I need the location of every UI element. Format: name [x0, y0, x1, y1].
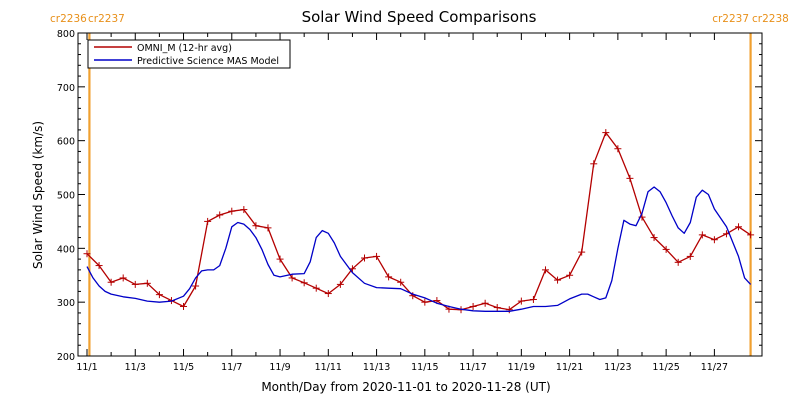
- x-tick-label-11/13: 11/13: [363, 362, 390, 373]
- legend-entry-model: Predictive Science MAS Model: [137, 56, 279, 67]
- data-point-omni: [493, 304, 501, 312]
- data-point-omni: [686, 252, 694, 260]
- data-point-omni: [421, 298, 429, 306]
- data-point-omni: [590, 160, 598, 168]
- data-point-omni: [228, 207, 236, 215]
- y-tick-label-400: 400: [57, 244, 75, 255]
- y-tick-label-500: 500: [57, 191, 75, 202]
- x-tick-label-11/15: 11/15: [411, 362, 438, 373]
- data-point-omni: [529, 295, 537, 303]
- data-point-omni: [312, 284, 320, 292]
- data-point-omni: [155, 291, 163, 299]
- data-point-omni: [626, 174, 634, 182]
- series-line-omni: [86, 131, 751, 311]
- plot-frame: [77, 32, 763, 357]
- data-point-omni: [566, 271, 574, 279]
- y-tick-label-800: 800: [57, 29, 75, 40]
- data-point-omni: [361, 254, 368, 262]
- data-point-omni: [517, 297, 525, 305]
- carrington-rotation-lines: [88, 33, 752, 356]
- chart-title: Solar Wind Speed Comparisons: [302, 8, 537, 26]
- y-tick-label-700: 700: [57, 83, 75, 94]
- data-point-omni: [710, 236, 718, 244]
- y-tick-label-200: 200: [57, 352, 75, 363]
- x-tick-label-11/23: 11/23: [604, 362, 631, 373]
- data-point-omni: [252, 222, 260, 230]
- data-point-omni: [107, 278, 115, 286]
- x-tick-label-11/19: 11/19: [508, 362, 535, 373]
- data-point-omni: [216, 211, 224, 219]
- data-point-omni: [373, 252, 381, 260]
- x-tick-label-11/17: 11/17: [459, 362, 486, 373]
- data-point-omni: [397, 278, 405, 286]
- data-point-omni: [602, 129, 610, 137]
- x-tick-label-11/21: 11/21: [556, 362, 583, 373]
- data-point-omni: [541, 266, 549, 274]
- data-point-omni: [614, 145, 622, 153]
- data-point-omni: [336, 280, 344, 288]
- data-point-omni: [264, 224, 272, 232]
- cr-label-right-1: cr2237: [712, 13, 749, 25]
- cr-label-left-1: cr2236: [50, 13, 87, 25]
- data-point-omni: [83, 250, 91, 258]
- data-point-omni: [747, 231, 755, 239]
- x-tick-label-11/3: 11/3: [125, 362, 146, 373]
- data-point-omni: [180, 302, 188, 310]
- x-tick-label-11/25: 11/25: [652, 362, 679, 373]
- y-tick-label-300: 300: [57, 298, 75, 309]
- x-tick-label-11/9: 11/9: [269, 362, 290, 373]
- data-point-omni: [324, 290, 332, 298]
- data-point-omni: [481, 299, 489, 307]
- cr-label-right-2: cr2238: [752, 13, 789, 25]
- x-tick-label-11/5: 11/5: [173, 362, 194, 373]
- data-point-omni: [143, 279, 151, 287]
- data-point-omni: [276, 255, 284, 263]
- data-series: [83, 129, 755, 314]
- data-point-omni: [735, 223, 743, 231]
- axis-ticks: 200 300 400 500 600 700 800 11/1 11/3 11/5 11/7 11/…: [57, 29, 762, 373]
- data-point-omni: [240, 206, 248, 214]
- data-point-omni: [288, 274, 296, 282]
- data-point-omni: [554, 276, 562, 284]
- y-axis-label: Solar Wind Speed (km/s): [31, 121, 45, 269]
- data-point-omni: [662, 245, 670, 253]
- data-point-omni: [469, 302, 477, 310]
- x-tick-label-11/27: 11/27: [701, 362, 728, 373]
- data-point-omni: [131, 280, 139, 288]
- data-point-omni: [578, 248, 586, 256]
- data-point-omni: [698, 231, 706, 239]
- data-point-omni: [300, 279, 308, 287]
- data-point-omni: [650, 234, 658, 242]
- y-tick-label-600: 600: [57, 137, 75, 148]
- data-point-omni: [385, 273, 393, 281]
- legend-entry-omni: OMNI_M (12-hr avg): [137, 43, 232, 54]
- data-point-omni: [505, 306, 513, 314]
- data-point-omni: [674, 258, 682, 266]
- legend-box: [87, 39, 291, 69]
- series-line-model: [86, 186, 752, 312]
- x-tick-label-11/1: 11/1: [76, 362, 97, 373]
- x-axis-label: Month/Day from 2020-11-01 to 2020-11-28 …: [261, 380, 550, 394]
- x-tick-label-11/11: 11/11: [315, 362, 342, 373]
- legend: OMNI_M (12-hr avg) Predictive Science MA…: [87, 39, 291, 69]
- data-point-omni: [192, 282, 200, 290]
- data-point-omni: [204, 217, 212, 225]
- x-tick-label-11/7: 11/7: [221, 362, 242, 373]
- data-point-omni: [95, 262, 103, 270]
- data-point-omni: [119, 274, 127, 282]
- cr-label-left-2: cr2237: [88, 13, 125, 25]
